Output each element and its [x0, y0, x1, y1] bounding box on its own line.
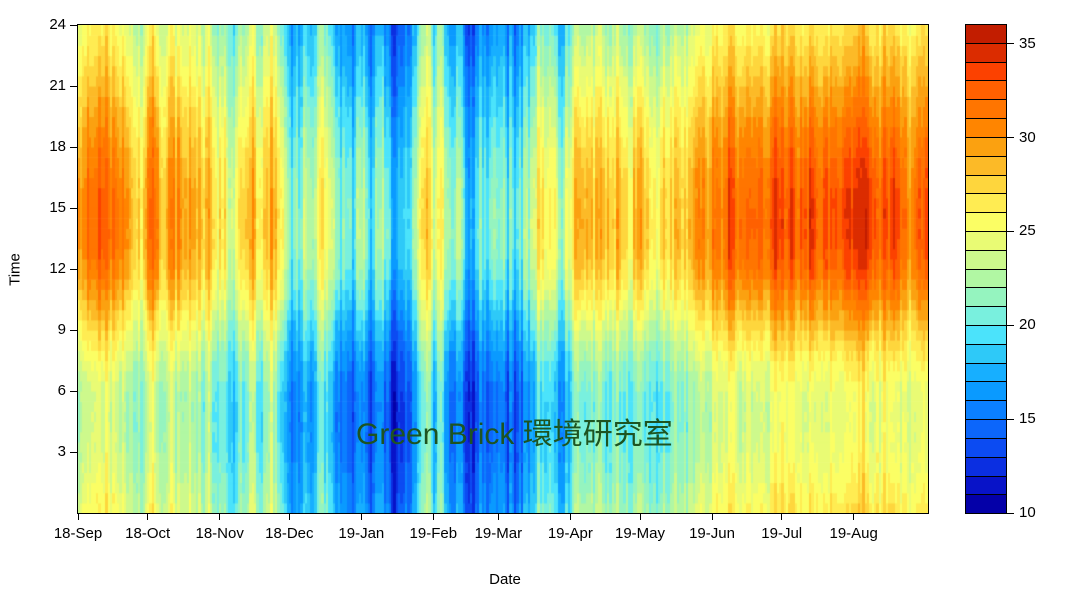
y-tick-mark [70, 146, 77, 148]
colorbar-tick-label: 10 [1019, 504, 1036, 521]
colorbar-cell [966, 456, 1006, 476]
y-tick-label: 12 [49, 260, 66, 277]
x-tick-label: 18-Oct [125, 525, 171, 542]
x-tick-label: 19-Mar [474, 525, 523, 542]
colorbar-cell [966, 80, 1006, 100]
colorbar-tick-mark [1007, 324, 1014, 326]
x-tick-label: 19-May [615, 525, 666, 542]
colorbar-tick-label: 20 [1019, 316, 1036, 334]
colorbar-cell [966, 475, 1006, 495]
y-axis-title: Time [6, 253, 24, 286]
x-tick-mark [711, 513, 713, 520]
y-tick-mark [70, 85, 77, 87]
y-tick-label: 15 [49, 199, 66, 216]
colorbar-tick-mark [1007, 43, 1014, 45]
x-tick-mark [497, 513, 499, 520]
colorbar-cell [966, 25, 1006, 43]
colorbar-cell [966, 118, 1006, 137]
x-tick-mark [288, 513, 290, 520]
heatmap-canvas [78, 25, 928, 513]
x-tick-mark [219, 513, 221, 520]
x-tick-label: 19-Feb [409, 525, 458, 542]
x-tick-label: 18-Dec [265, 525, 314, 542]
colorbar-cell [966, 230, 1006, 250]
x-tick-label: 19-Apr [547, 525, 593, 542]
colorbar-cell [966, 325, 1006, 344]
colorbar-cell [966, 494, 1006, 514]
plot-area [77, 24, 929, 514]
colorbar-cell [966, 249, 1006, 269]
colorbar-cell [966, 362, 1006, 382]
colorbar-cell [966, 174, 1006, 194]
y-tick-mark [70, 24, 77, 26]
colorbar-cell [966, 212, 1006, 231]
x-tick-mark [77, 513, 79, 520]
y-tick-mark [70, 207, 77, 209]
colorbar-tick-label: 15 [1019, 410, 1036, 428]
colorbar-tick-label: 30 [1019, 128, 1036, 146]
x-tick-label: 18-Nov [195, 525, 244, 542]
x-tick-mark [432, 513, 434, 520]
y-tick-mark [70, 268, 77, 270]
x-tick-label: 19-Aug [829, 525, 878, 542]
colorbar-tick-label: 25 [1019, 222, 1036, 240]
colorbar-tick-mark [1007, 230, 1014, 232]
y-tick-label: 3 [57, 443, 66, 460]
x-tick-label: 18-Sep [53, 525, 103, 542]
x-tick-mark [853, 513, 855, 520]
colorbar-cell [966, 400, 1006, 420]
colorbar-cell [966, 437, 1006, 457]
colorbar [965, 24, 1007, 514]
y-tick-mark [70, 329, 77, 331]
colorbar-cell [966, 42, 1006, 62]
colorbar-cell [966, 268, 1006, 288]
y-tick-mark [70, 390, 77, 392]
colorbar-cell [966, 306, 1006, 325]
colorbar-cell [966, 287, 1006, 307]
colorbar-cell [966, 136, 1006, 156]
colorbar-tick-label: 35 [1019, 34, 1036, 52]
colorbar-cell [966, 343, 1006, 363]
watermark-text: Green Brick 環境研究室 [356, 418, 673, 451]
x-tick-label: 19-Jan [338, 525, 385, 542]
colorbar-cell [966, 419, 1006, 438]
y-tick-label: 21 [49, 77, 66, 94]
x-tick-label: 19-Jul [761, 525, 803, 542]
x-tick-mark [360, 513, 362, 520]
x-axis-title: Date [489, 571, 521, 588]
x-tick-label: 19-Jun [689, 525, 735, 542]
colorbar-cell [966, 381, 1006, 401]
y-tick-label: 24 [49, 16, 66, 33]
colorbar-tick-mark [1007, 137, 1014, 139]
y-tick-label: 18 [49, 138, 66, 155]
x-tick-mark [781, 513, 783, 520]
x-tick-mark [569, 513, 571, 520]
y-tick-mark [70, 451, 77, 453]
colorbar-tick-mark [1007, 512, 1014, 514]
colorbar-cell [966, 193, 1006, 213]
colorbar-cell [966, 155, 1006, 175]
x-tick-mark [147, 513, 149, 520]
colorbar-tick-mark [1007, 418, 1014, 420]
y-tick-label: 6 [57, 382, 66, 399]
colorbar-cell [966, 99, 1006, 119]
colorbar-cell [966, 61, 1006, 81]
y-tick-label: 9 [57, 321, 66, 338]
x-tick-mark [639, 513, 641, 520]
